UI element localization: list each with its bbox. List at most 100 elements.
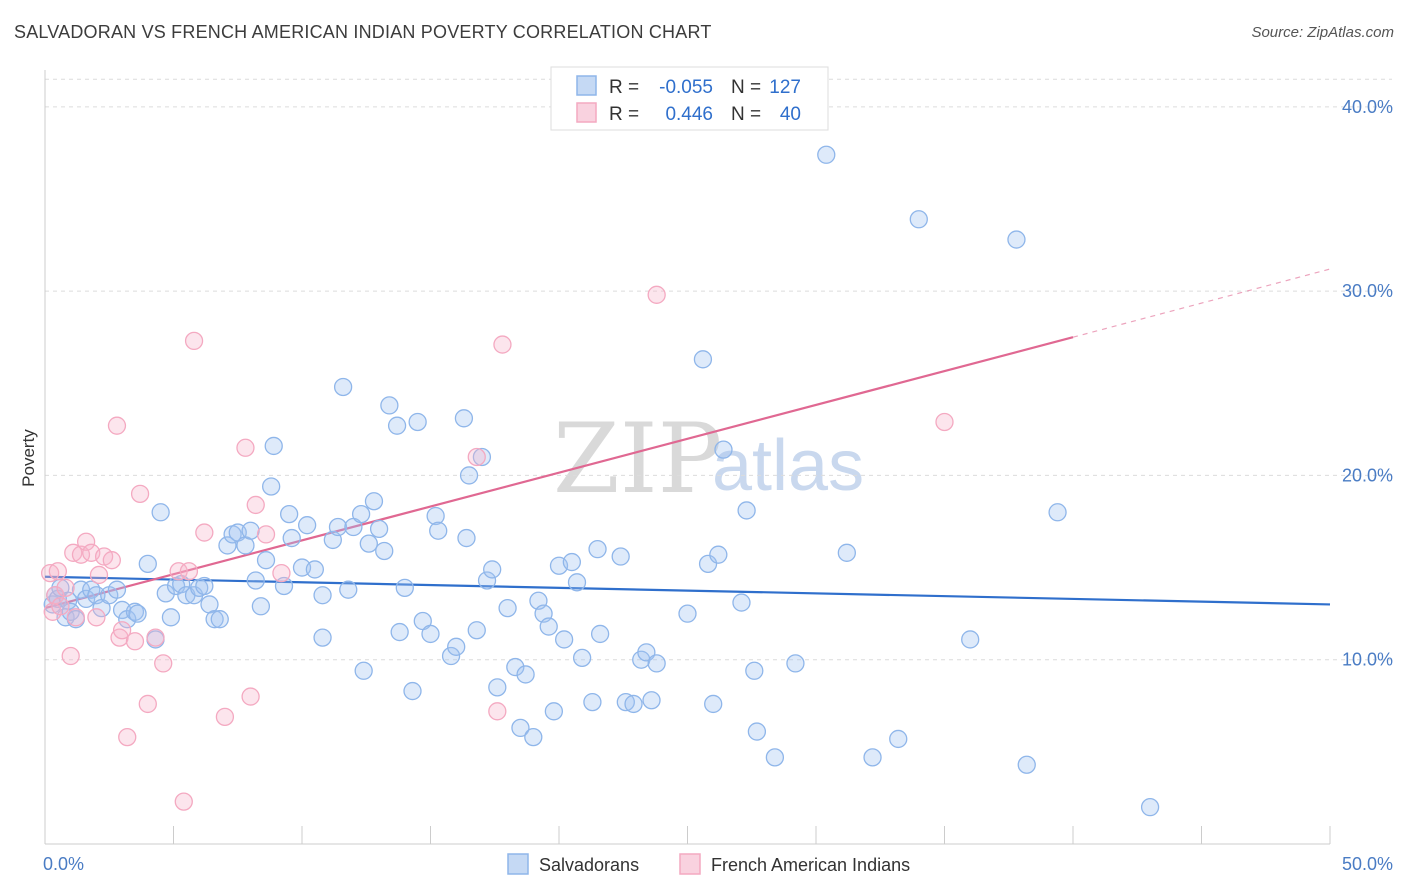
point-salvadorans — [459, 466, 479, 485]
point-salvadorans — [395, 578, 414, 597]
point-salvadorans — [305, 560, 325, 579]
x-tick-label-min: 0.0% — [43, 854, 84, 874]
point-salvadorans — [624, 694, 643, 714]
point-salvadorans — [297, 516, 317, 535]
point-french-american-indians — [215, 707, 235, 726]
bottom-label-salvadorans: Salvadorans — [539, 855, 639, 875]
point-salvadorans — [524, 727, 543, 747]
point-salvadorans — [156, 584, 175, 603]
point-french-american-indians — [488, 702, 507, 721]
point-salvadorans — [279, 504, 299, 524]
point-french-american-indians — [89, 565, 109, 585]
point-salvadorans — [364, 492, 384, 511]
point-french-american-indians — [56, 578, 75, 597]
point-salvadorans — [611, 547, 630, 566]
point-salvadorans — [488, 678, 507, 697]
point-french-american-indians — [195, 523, 214, 542]
point-french-american-indians — [61, 646, 80, 666]
point-salvadorans — [516, 665, 535, 684]
point-salvadorans — [313, 586, 332, 605]
point-salvadorans — [251, 597, 271, 616]
point-french-american-indians — [51, 597, 70, 616]
point-french-american-indians — [107, 416, 127, 435]
point-salvadorans — [333, 377, 353, 397]
legend-n-label-1: N = — [731, 77, 761, 98]
point-salvadorans — [590, 624, 610, 644]
point-salvadorans — [642, 691, 661, 710]
point-salvadorans — [128, 604, 147, 623]
bottom-swatch-french-american-indians — [679, 853, 701, 875]
point-salvadorans — [387, 416, 407, 435]
point-french-american-indians — [118, 727, 137, 747]
axes: 10.0% 20.0% 30.0% 40.0% 0.0% 50.0% — [43, 70, 1393, 874]
trend-line-salvadorans — [44, 575, 1331, 606]
point-french-american-indians — [110, 628, 129, 647]
point-salvadorans — [698, 554, 718, 574]
point-salvadorans — [403, 681, 422, 701]
point-salvadorans — [282, 528, 301, 548]
point-salvadorans — [195, 576, 214, 596]
point-salvadorans — [246, 571, 265, 590]
point-salvadorans — [369, 519, 389, 539]
point-salvadorans — [107, 580, 127, 599]
point-salvadorans — [647, 654, 666, 673]
point-salvadorans — [421, 624, 440, 644]
point-salvadorans — [567, 573, 587, 592]
point-salvadorans — [583, 692, 602, 712]
trend-line-extension — [1072, 268, 1331, 338]
trend-line-french-american-indians — [44, 336, 1074, 610]
point-salvadorans — [572, 648, 592, 668]
point-salvadorans — [161, 608, 181, 627]
point-french-american-indians — [647, 285, 666, 304]
point-salvadorans — [472, 447, 492, 467]
point-salvadorans — [313, 628, 332, 647]
point-french-american-indians — [467, 447, 486, 467]
point-salvadorans — [817, 145, 836, 164]
point-salvadorans — [76, 589, 96, 609]
point-salvadorans — [544, 702, 564, 721]
point-salvadorans — [118, 610, 137, 629]
x-tick-label-max: 50.0% — [1342, 854, 1393, 874]
point-salvadorans — [454, 409, 474, 428]
point-salvadorans — [390, 622, 409, 642]
point-salvadorans — [1007, 230, 1026, 249]
series-legend: Salvadorans French American Indians — [507, 853, 910, 875]
bottom-swatch-salvadorans — [507, 853, 529, 875]
trend-lines — [44, 268, 1331, 610]
point-french-american-indians — [130, 484, 150, 504]
point-french-american-indians — [46, 586, 65, 605]
point-salvadorans — [1140, 797, 1160, 817]
legend-r-label-1: R = — [609, 77, 639, 98]
gridlines — [45, 78, 1392, 661]
point-french-american-indians — [112, 621, 132, 640]
point-salvadorans — [380, 396, 399, 415]
point-salvadorans — [457, 528, 476, 548]
legend-n-value-1: 127 — [769, 77, 801, 98]
point-salvadorans — [1017, 755, 1036, 774]
watermark-atlas: atlas — [712, 426, 864, 506]
legend-swatch-french-american-indians — [576, 102, 597, 123]
point-french-american-indians — [256, 525, 276, 544]
point-salvadorans — [354, 661, 373, 680]
point-salvadorans — [511, 718, 530, 738]
point-salvadorans — [262, 477, 281, 496]
point-french-american-indians — [179, 562, 199, 581]
point-salvadorans — [863, 748, 882, 767]
watermark-zip: ZIP — [553, 403, 722, 515]
point-salvadorans — [786, 654, 805, 673]
y-tick-label: 10.0% — [1342, 650, 1393, 670]
y-tick-label: 30.0% — [1342, 281, 1393, 301]
point-french-american-indians — [241, 687, 260, 706]
point-salvadorans — [210, 610, 229, 629]
point-salvadorans — [205, 610, 224, 629]
point-salvadorans — [745, 661, 764, 680]
point-salvadorans — [709, 545, 728, 564]
data-points — [40, 145, 1160, 817]
point-salvadorans — [704, 694, 723, 714]
point-french-american-indians — [87, 608, 106, 627]
y-tick-label: 40.0% — [1342, 97, 1393, 117]
point-french-american-indians — [493, 335, 512, 354]
point-salvadorans — [737, 501, 756, 520]
point-salvadorans — [138, 554, 157, 574]
point-salvadorans — [408, 412, 427, 432]
